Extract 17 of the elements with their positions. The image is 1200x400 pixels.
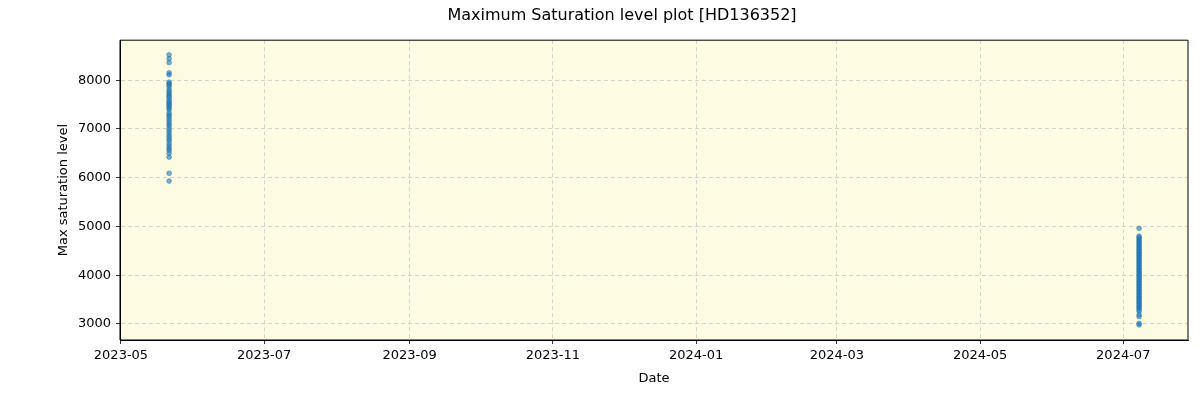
- y-tick-label: 7000: [77, 120, 111, 136]
- x-tick-label: 2023-07: [237, 347, 292, 363]
- y-tick-label: 6000: [77, 169, 111, 185]
- x-tick-label: 2024-01: [668, 347, 724, 363]
- x-tick-label: 2023-11: [525, 347, 581, 363]
- x-axis-title: Date: [638, 369, 670, 385]
- x-tick-label: 2023-09: [382, 347, 437, 363]
- x-tick-label: 2023-05: [93, 347, 149, 363]
- y-tick-label: 4000: [77, 266, 111, 282]
- y-tick-label: 5000: [77, 217, 111, 233]
- y-tick-label: 3000: [77, 315, 111, 331]
- x-tick-label: 2024-07: [1096, 347, 1151, 363]
- x-tick-label: 2024-05: [952, 347, 1008, 363]
- chart-title: Maximum Saturation level plot [HD136352]: [447, 4, 797, 24]
- y-axis-title: Max saturation level: [55, 123, 71, 257]
- x-tick-label: 2024-03: [809, 347, 865, 363]
- y-tick-label: 8000: [77, 71, 111, 87]
